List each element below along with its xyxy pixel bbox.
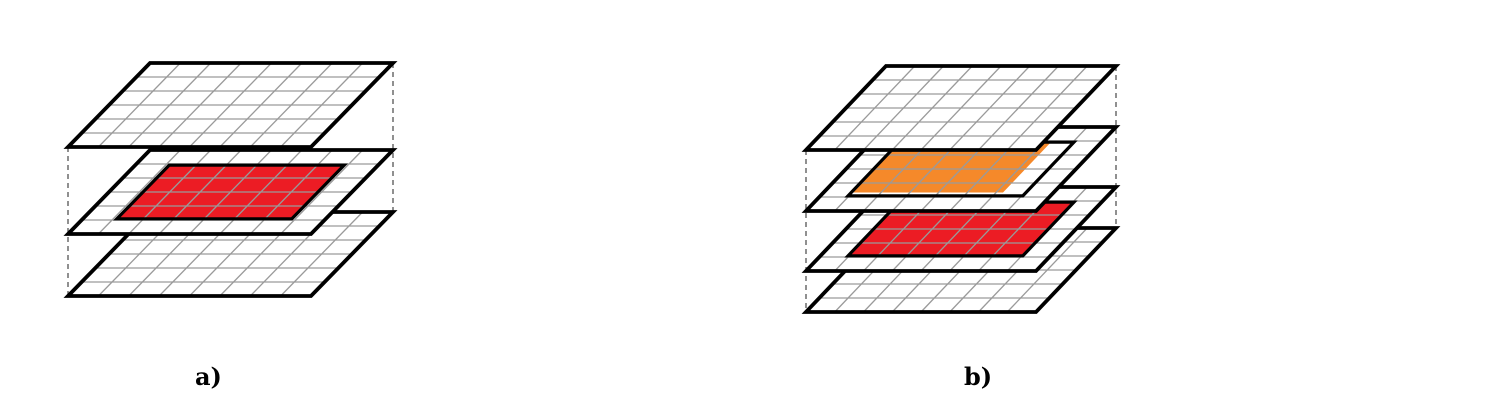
layer-top [63, 61, 398, 149]
layer-border [63, 148, 398, 236]
layer-border [801, 64, 1121, 152]
panel-a-layer-stack [63, 61, 398, 298]
panel-b-layer-stack [801, 64, 1121, 314]
panel-a-caption: a) [195, 362, 222, 391]
inner-border [112, 163, 349, 221]
layer-border [63, 61, 398, 149]
panel-b-caption: b) [964, 362, 993, 391]
layer-top [801, 64, 1121, 152]
layer-middle [63, 148, 398, 236]
